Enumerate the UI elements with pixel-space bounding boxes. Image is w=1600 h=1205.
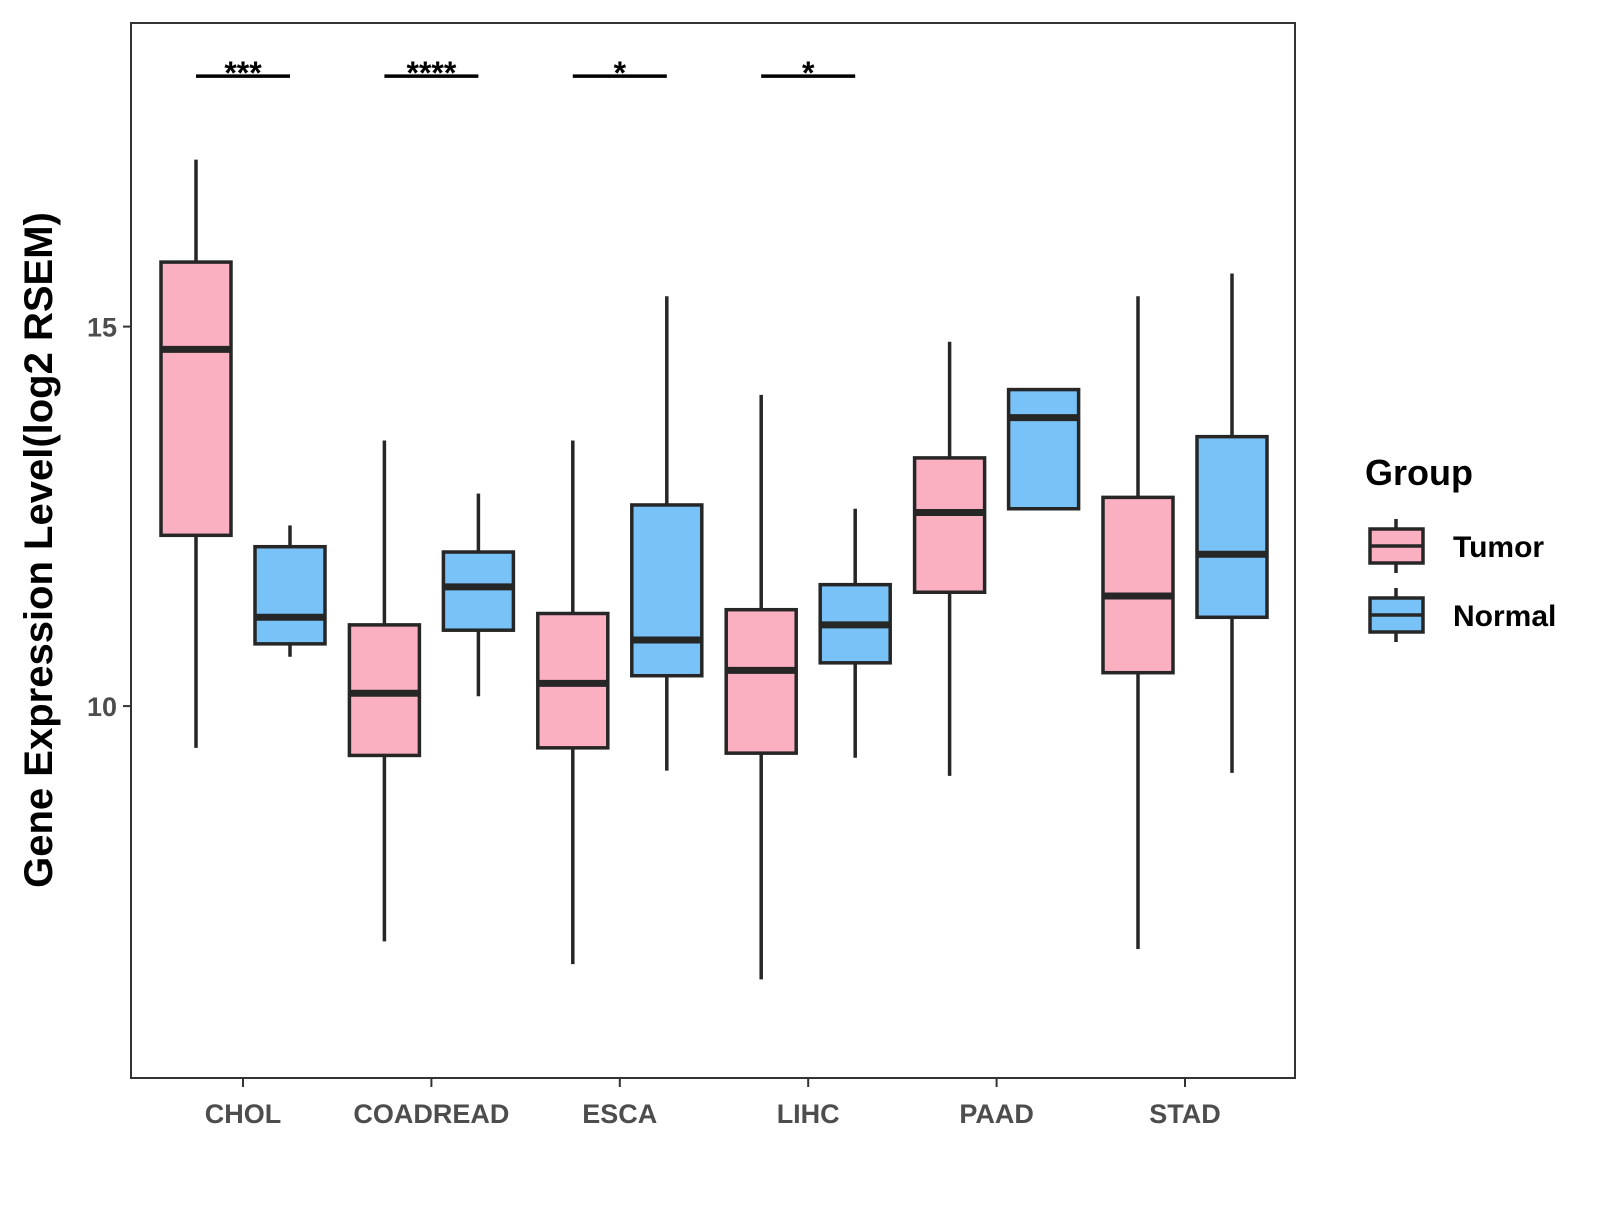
- legend-items: Tumor Normal: [1368, 519, 1556, 642]
- box-tumor-stad: [1101, 296, 1175, 949]
- boxes-layer: [159, 159, 1269, 980]
- axes-layer: 10 15 CHOL COADREAD ESCA LIHC PAAD STAD: [87, 313, 1221, 1129]
- legend-title: Group: [1365, 452, 1473, 493]
- x-tick-label-coadread: COADREAD: [353, 1099, 509, 1129]
- box-tumor-lihc: [724, 394, 798, 980]
- significance-layer: *** **** * *: [196, 55, 856, 91]
- y-tick-label-15: 15: [87, 313, 117, 343]
- box-tumor-esca: [536, 440, 610, 965]
- legend-item-tumor: Tumor: [1368, 519, 1544, 573]
- box-body-normal-esca: [630, 503, 704, 678]
- box-tumor-chol: [159, 159, 233, 748]
- box-normal-paad: [1006, 387, 1081, 511]
- significance-label-coadread: ****: [406, 55, 456, 91]
- box-normal-coadread: [441, 493, 516, 697]
- significance-label-lihc: *: [802, 55, 815, 91]
- legend-label-normal: Normal: [1453, 600, 1556, 633]
- box-body-normal-chol: [253, 544, 327, 646]
- box-body-normal-stad: [1195, 434, 1269, 620]
- box-normal-chol: [253, 525, 327, 657]
- box-body-tumor-paad: [912, 456, 987, 594]
- x-tick-label-stad: STAD: [1149, 1099, 1221, 1129]
- x-tick-label-lihc: LIHC: [777, 1099, 840, 1129]
- legend-item-normal: Normal: [1368, 588, 1556, 642]
- significance-label-esca: *: [614, 55, 627, 91]
- box-body-normal-coadread: [441, 550, 516, 632]
- box-body-normal-paad: [1006, 387, 1081, 511]
- box-body-tumor-chol: [159, 260, 233, 538]
- significance-label-chol: ***: [224, 55, 262, 91]
- box-tumor-coadread: [347, 440, 422, 942]
- x-tick-label-chol: CHOL: [205, 1099, 282, 1129]
- box-normal-stad: [1195, 273, 1269, 773]
- legend: Group Tumor Normal: [1365, 452, 1556, 642]
- x-tick-label-esca: ESCA: [582, 1099, 657, 1129]
- box-body-tumor-lihc: [724, 607, 798, 755]
- box-normal-lihc: [818, 508, 892, 758]
- legend-label-tumor: Tumor: [1453, 531, 1544, 564]
- x-tick-label-paad: PAAD: [959, 1099, 1034, 1129]
- y-axis-title: Gene Expression Level(log2 RSEM): [17, 212, 61, 888]
- box-normal-esca: [630, 296, 704, 771]
- box-body-tumor-stad: [1101, 495, 1175, 675]
- box-tumor-paad: [912, 341, 987, 776]
- y-tick-label-10: 10: [87, 692, 117, 722]
